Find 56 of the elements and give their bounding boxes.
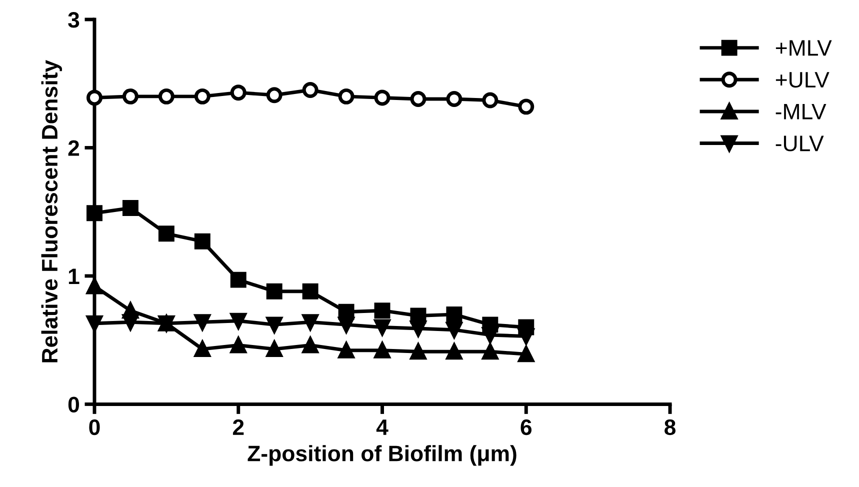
point (518, 328, 534, 344)
point (122, 88, 138, 104)
point (446, 344, 462, 360)
point (86, 90, 102, 106)
point (86, 278, 102, 294)
x-tick-label: 2 (232, 419, 244, 435)
x-tick-label: 4 (376, 420, 388, 435)
point (194, 314, 210, 330)
point (446, 91, 462, 107)
point (86, 205, 102, 222)
point (374, 342, 390, 358)
point (302, 337, 318, 354)
point (266, 283, 282, 300)
y-tick-label: 2 (68, 140, 80, 156)
x-axis-title: Z-position of Biofilm (μm) (248, 445, 516, 466)
point (194, 88, 210, 104)
y-tick-label: 3 (68, 12, 80, 28)
point (374, 319, 390, 336)
point (338, 316, 354, 333)
point (158, 226, 174, 242)
point (410, 344, 426, 360)
point (194, 233, 210, 250)
y-tick-label: 1 (68, 268, 80, 284)
point (374, 302, 390, 319)
point (482, 92, 498, 108)
point (410, 320, 426, 337)
point (338, 342, 354, 358)
point (122, 200, 138, 216)
legend-label: +MLV (776, 40, 832, 56)
x-tick-label: 8 (664, 419, 676, 436)
point (302, 82, 318, 98)
point (230, 272, 246, 288)
legend-label: -MLV (776, 104, 826, 120)
point (266, 87, 282, 104)
point (266, 316, 282, 333)
point (230, 312, 246, 329)
point (158, 88, 174, 104)
point (446, 322, 462, 338)
point (230, 337, 246, 354)
legend-label: +ULV (776, 72, 830, 88)
point (374, 90, 390, 106)
point (302, 314, 318, 330)
point (338, 88, 354, 104)
point (518, 346, 534, 362)
point (122, 314, 138, 330)
y-axis-title: Relative Fluorescent Density (41, 60, 62, 362)
point (482, 344, 498, 360)
point (302, 283, 318, 300)
point (410, 91, 426, 107)
point (518, 98, 534, 115)
legend-label: -ULV (776, 136, 824, 152)
x-tick-label: 6 (520, 419, 532, 436)
point (230, 84, 246, 101)
point (446, 306, 462, 322)
y-tick-label: 0 (68, 396, 79, 412)
x-tick-label: 0 (89, 419, 100, 436)
